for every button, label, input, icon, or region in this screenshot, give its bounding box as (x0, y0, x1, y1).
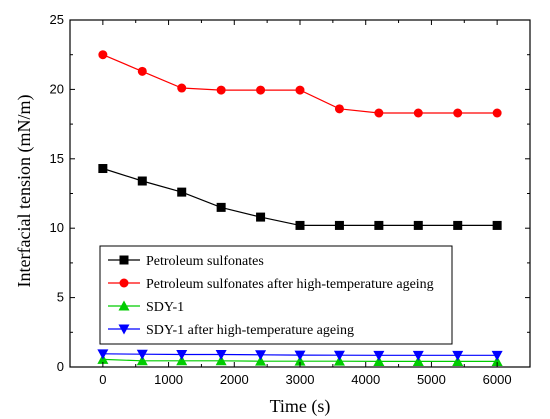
y-axis-title: Interfacial tension (mN/m) (14, 95, 35, 288)
data-point (413, 108, 423, 118)
series-1 (98, 164, 502, 230)
data-point (334, 220, 344, 230)
data-point (412, 355, 424, 366)
data-point (452, 355, 464, 366)
legend-entry: SDY-1 after high-temperature ageing (108, 323, 354, 338)
data-point (256, 85, 266, 95)
data-point (295, 220, 305, 230)
data-point (136, 349, 148, 360)
data-point (491, 355, 503, 366)
data-point (255, 350, 267, 361)
data-point (97, 349, 109, 360)
data-point (374, 220, 384, 230)
data-point (216, 202, 226, 212)
y-tick-label: 5 (57, 290, 64, 305)
series-2 (98, 50, 502, 118)
y-tick-label: 15 (50, 151, 64, 166)
data-point (453, 108, 463, 118)
x-tick-label: 2000 (220, 372, 249, 387)
legend-box (99, 245, 453, 345)
data-point (216, 85, 226, 95)
data-point (294, 350, 306, 361)
data-point (177, 187, 187, 197)
legend-marker (119, 255, 129, 265)
legend-label: SDY-1 after high-temperature ageing (146, 323, 354, 338)
data-point (333, 350, 345, 361)
data-point (215, 350, 227, 361)
legend-label: SDY-1 (146, 300, 184, 315)
data-point (413, 220, 423, 230)
data-point (492, 108, 502, 118)
legend: Petroleum sulfonates Petroleum sulfonates… (99, 245, 453, 345)
data-point (373, 355, 385, 366)
data-point (177, 83, 187, 93)
x-tick-label: 1000 (154, 372, 183, 387)
data-point (295, 85, 305, 95)
x-tick-label: 4000 (351, 372, 380, 387)
series-line (102, 54, 498, 114)
legend-marker (119, 278, 129, 288)
data-point (374, 108, 384, 118)
series-line (102, 167, 498, 226)
x-tick-label: 3000 (286, 372, 315, 387)
x-tick-label: 6000 (483, 372, 512, 387)
data-point (373, 350, 385, 361)
data-point (412, 350, 424, 361)
data-point (453, 220, 463, 230)
legend-label: Petroleum sulfonates after high-temperat… (146, 277, 434, 292)
legend-entry: SDY-1 (108, 300, 184, 315)
series-4 (97, 349, 503, 361)
data-point (136, 355, 148, 366)
y-tick-label: 25 (50, 12, 64, 27)
y-tick-label: 20 (50, 81, 64, 96)
data-point (137, 66, 147, 76)
data-point (98, 164, 108, 174)
data-point (176, 355, 188, 366)
data-point (256, 212, 266, 222)
x-tick-label: 5000 (417, 372, 446, 387)
data-point (452, 350, 464, 361)
plot-area (97, 50, 503, 366)
legend-label: Petroleum sulfonates (146, 254, 264, 269)
data-point (176, 350, 188, 361)
data-point (98, 50, 108, 60)
data-point (491, 350, 503, 361)
data-point (294, 355, 306, 366)
x-axis-title: Time (s) (270, 396, 331, 417)
data-point (334, 104, 344, 114)
y-tick-label: 0 (57, 359, 64, 374)
x-tick-label: 0 (99, 372, 106, 387)
axes: 0 1000 2000 3000 4000 5000 6000 0 5 10 15 20 25 (50, 12, 531, 387)
data-point (492, 220, 502, 230)
legend-marker (118, 300, 130, 311)
legend-entry: Petroleum sulfonates (108, 254, 264, 269)
legend-entry: Petroleum sulfonates after high-temperat… (108, 277, 434, 292)
data-point (255, 355, 267, 366)
data-point (137, 176, 147, 186)
legend-marker (118, 324, 130, 335)
series-3 (97, 353, 503, 366)
y-tick-label: 10 (50, 220, 64, 235)
data-point (215, 355, 227, 366)
